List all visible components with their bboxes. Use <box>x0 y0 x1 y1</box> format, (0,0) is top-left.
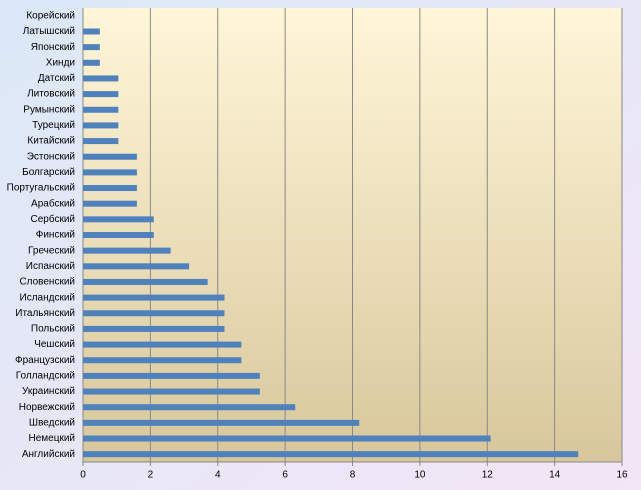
y-tick-label: Чешский <box>34 339 75 350</box>
bar <box>83 153 137 160</box>
y-tick-label: Португальский <box>7 183 75 194</box>
bar <box>83 106 119 113</box>
bar <box>83 247 171 254</box>
y-tick-label: Исландский <box>20 292 76 303</box>
x-tick-label: 10 <box>414 470 426 481</box>
bar <box>83 357 242 364</box>
y-tick-label: Французский <box>15 355 75 366</box>
bar <box>83 122 119 129</box>
bar <box>83 419 360 426</box>
y-tick-label: Польский <box>31 324 75 335</box>
bar <box>83 138 119 145</box>
y-tick-label: Китайский <box>27 136 75 147</box>
x-tick-label: 2 <box>148 470 154 481</box>
x-tick-label: 4 <box>215 470 221 481</box>
y-tick-label: Турецкий <box>32 120 75 131</box>
bar <box>83 216 154 223</box>
y-tick-label: Сербский <box>30 213 75 225</box>
y-tick-label: Румынский <box>23 104 75 115</box>
bar <box>83 263 190 270</box>
bar <box>83 200 137 207</box>
y-tick-label: Болгарский <box>22 167 75 178</box>
bar <box>83 44 100 51</box>
bar <box>83 59 100 66</box>
y-tick-label: Украинский <box>22 386 75 397</box>
bar <box>83 325 225 332</box>
bar <box>83 341 242 348</box>
x-tick-label: 8 <box>350 470 356 481</box>
x-tick-label: 0 <box>80 470 86 481</box>
bar <box>83 278 208 285</box>
bar <box>83 91 119 98</box>
y-tick-label: Арабский <box>31 197 75 209</box>
y-tick-label: Хинди <box>46 57 75 68</box>
y-tick-label: Английский <box>22 449 75 460</box>
bar <box>83 372 260 379</box>
y-tick-label: Японский <box>31 42 75 53</box>
y-tick-label: Эстонский <box>27 151 75 162</box>
bar <box>83 169 137 176</box>
y-tick-label: Немецкий <box>29 433 76 444</box>
bar <box>83 388 260 395</box>
y-tick-label: Литовский <box>27 89 75 100</box>
y-tick-label: Итальянский <box>15 308 75 319</box>
bar <box>83 404 296 411</box>
x-tick-label: 16 <box>616 470 628 481</box>
bar <box>83 232 154 238</box>
bar <box>83 294 225 301</box>
y-tick-label: Шведский <box>29 418 75 429</box>
bar <box>83 451 579 458</box>
y-tick-label: Голландский <box>16 371 75 382</box>
bar <box>83 28 100 35</box>
bar <box>83 310 225 317</box>
x-tick-label: 12 <box>482 470 494 481</box>
bar <box>83 435 491 442</box>
bar <box>83 185 137 192</box>
x-tick-label: 14 <box>549 470 561 481</box>
y-tick-label: Корейский <box>26 10 75 21</box>
y-tick-label: Испанский <box>26 261 75 272</box>
y-tick-label: Финский <box>36 230 75 241</box>
y-tick-label: Греческий <box>28 245 75 256</box>
y-tick-label: Латышский <box>23 26 75 37</box>
y-tick-label: Норвежский <box>19 402 75 413</box>
bar <box>83 75 119 82</box>
y-tick-label: Словенский <box>19 277 75 288</box>
y-tick-label: Датский <box>38 73 75 84</box>
x-tick-label: 6 <box>282 470 288 481</box>
